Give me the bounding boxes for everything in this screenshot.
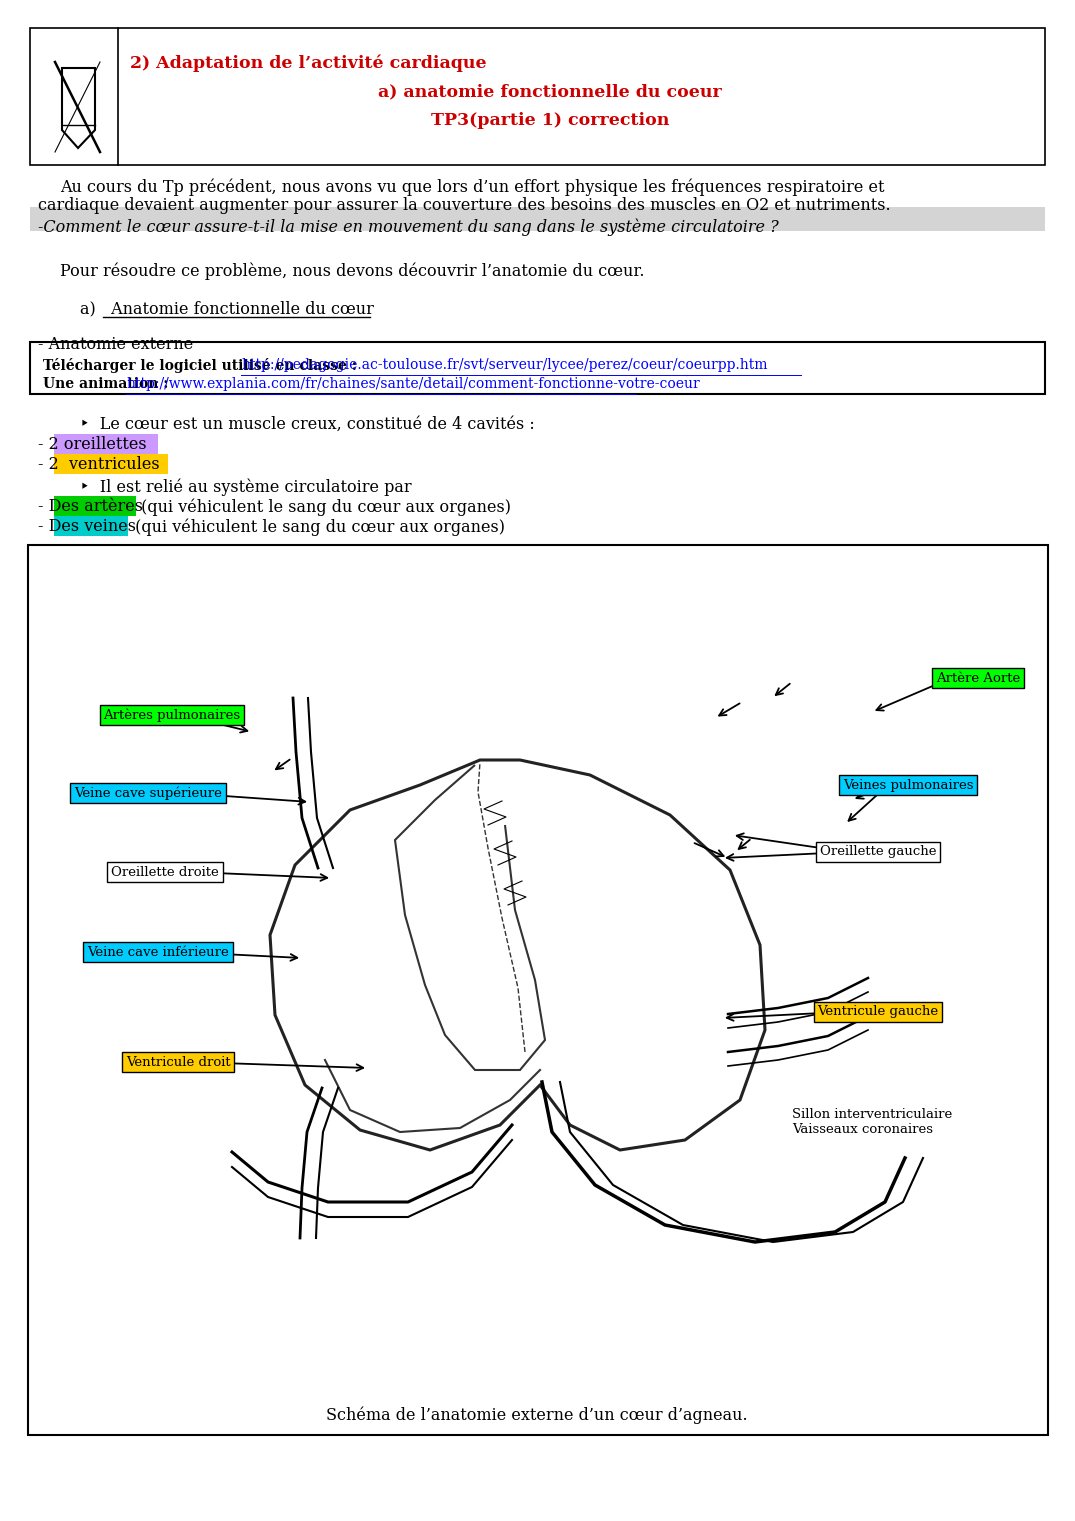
Text: Oreillette gauche: Oreillette gauche [820,846,936,858]
Text: (qui véhiculent le sang du cœur aux organes): (qui véhiculent le sang du cœur aux orga… [130,519,505,535]
Text: Schéma de l’anatomie externe d’un cœur d’agneau.: Schéma de l’anatomie externe d’un cœur d… [326,1407,748,1425]
Bar [54,433,158,453]
Text: Sillon interventriculaire
Vaisseaux coronaires: Sillon interventriculaire Vaisseaux coro… [792,1107,952,1136]
Text: - 2  ventricules: - 2 ventricules [38,456,159,473]
Text: Ventricule gauche: Ventricule gauche [817,1005,938,1019]
Text: Au cours du Tp précédent, nous avons vu que lors d’un effort physique les fréque: Au cours du Tp précédent, nous avons vu … [60,178,885,196]
Bar [30,342,1045,394]
Text: Veine cave inférieure: Veine cave inférieure [87,946,229,958]
Bar [28,545,1048,1434]
Text: a)   Anatomie fonctionnelle du cœur: a) Anatomie fonctionnelle du cœur [80,300,374,316]
Text: Artère Aorte: Artère Aorte [936,671,1020,684]
Text: -Comment le cœur assure-t-il la mise en mouvement du sang dans le système circul: -Comment le cœur assure-t-il la mise en … [38,218,778,236]
Text: Télécharger le logiciel utilisé en classe :: Télécharger le logiciel utilisé en class… [43,357,362,373]
Bar [30,207,1045,231]
Text: 2) Adaptation de l’activité cardiaque: 2) Adaptation de l’activité cardiaque [130,55,487,73]
Text: Veine cave supérieure: Veine cave supérieure [74,786,221,800]
Text: - 2 oreillettes: - 2 oreillettes [38,437,146,453]
Text: - Anatomie externe: - Anatomie externe [38,336,194,353]
Text: Pour résoudre ce problème, nous devons découvrir l’anatomie du cœur.: Pour résoudre ce problème, nous devons d… [60,263,645,280]
Text: Ventricule droit: Ventricule droit [126,1056,230,1068]
Text: - Des artères: - Des artères [38,497,143,516]
Text: Veines pulmonaires: Veines pulmonaires [843,779,973,791]
Text: cardiaque devaient augmenter pour assurer la couverture des besoins des muscles : cardiaque devaient augmenter pour assure… [38,198,890,214]
Bar [54,453,168,475]
Bar [54,496,137,516]
Text: Artères pulmonaires: Artères pulmonaires [103,709,241,722]
Text: - Des veines: - Des veines [38,519,137,535]
Text: ‣  Le cœur est un muscle creux, constitué de 4 cavités :: ‣ Le cœur est un muscle creux, constitué… [80,417,534,433]
Text: a) anatomie fonctionnelle du coeur: a) anatomie fonctionnelle du coeur [378,84,722,100]
Bar [54,516,128,535]
Text: http://pedagogie.ac-toulouse.fr/svt/serveur/lycee/perez/coeur/coeurpp.htm: http://pedagogie.ac-toulouse.fr/svt/serv… [241,357,768,373]
Text: ‣  Il est relié au système circulatoire par: ‣ Il est relié au système circulatoire p… [80,478,412,496]
Text: http://www.explania.com/fr/chaines/sante/detail/comment-fonctionne-votre-coeur: http://www.explania.com/fr/chaines/sante… [126,377,700,391]
Bar [30,27,1045,164]
Text: Une animation :: Une animation : [43,377,173,391]
Text: Oreillette droite: Oreillette droite [111,865,219,879]
Text: (qui véhiculent le sang du cœur aux organes): (qui véhiculent le sang du cœur aux orga… [137,497,511,516]
Text: TP3(partie 1) correction: TP3(partie 1) correction [431,113,669,129]
